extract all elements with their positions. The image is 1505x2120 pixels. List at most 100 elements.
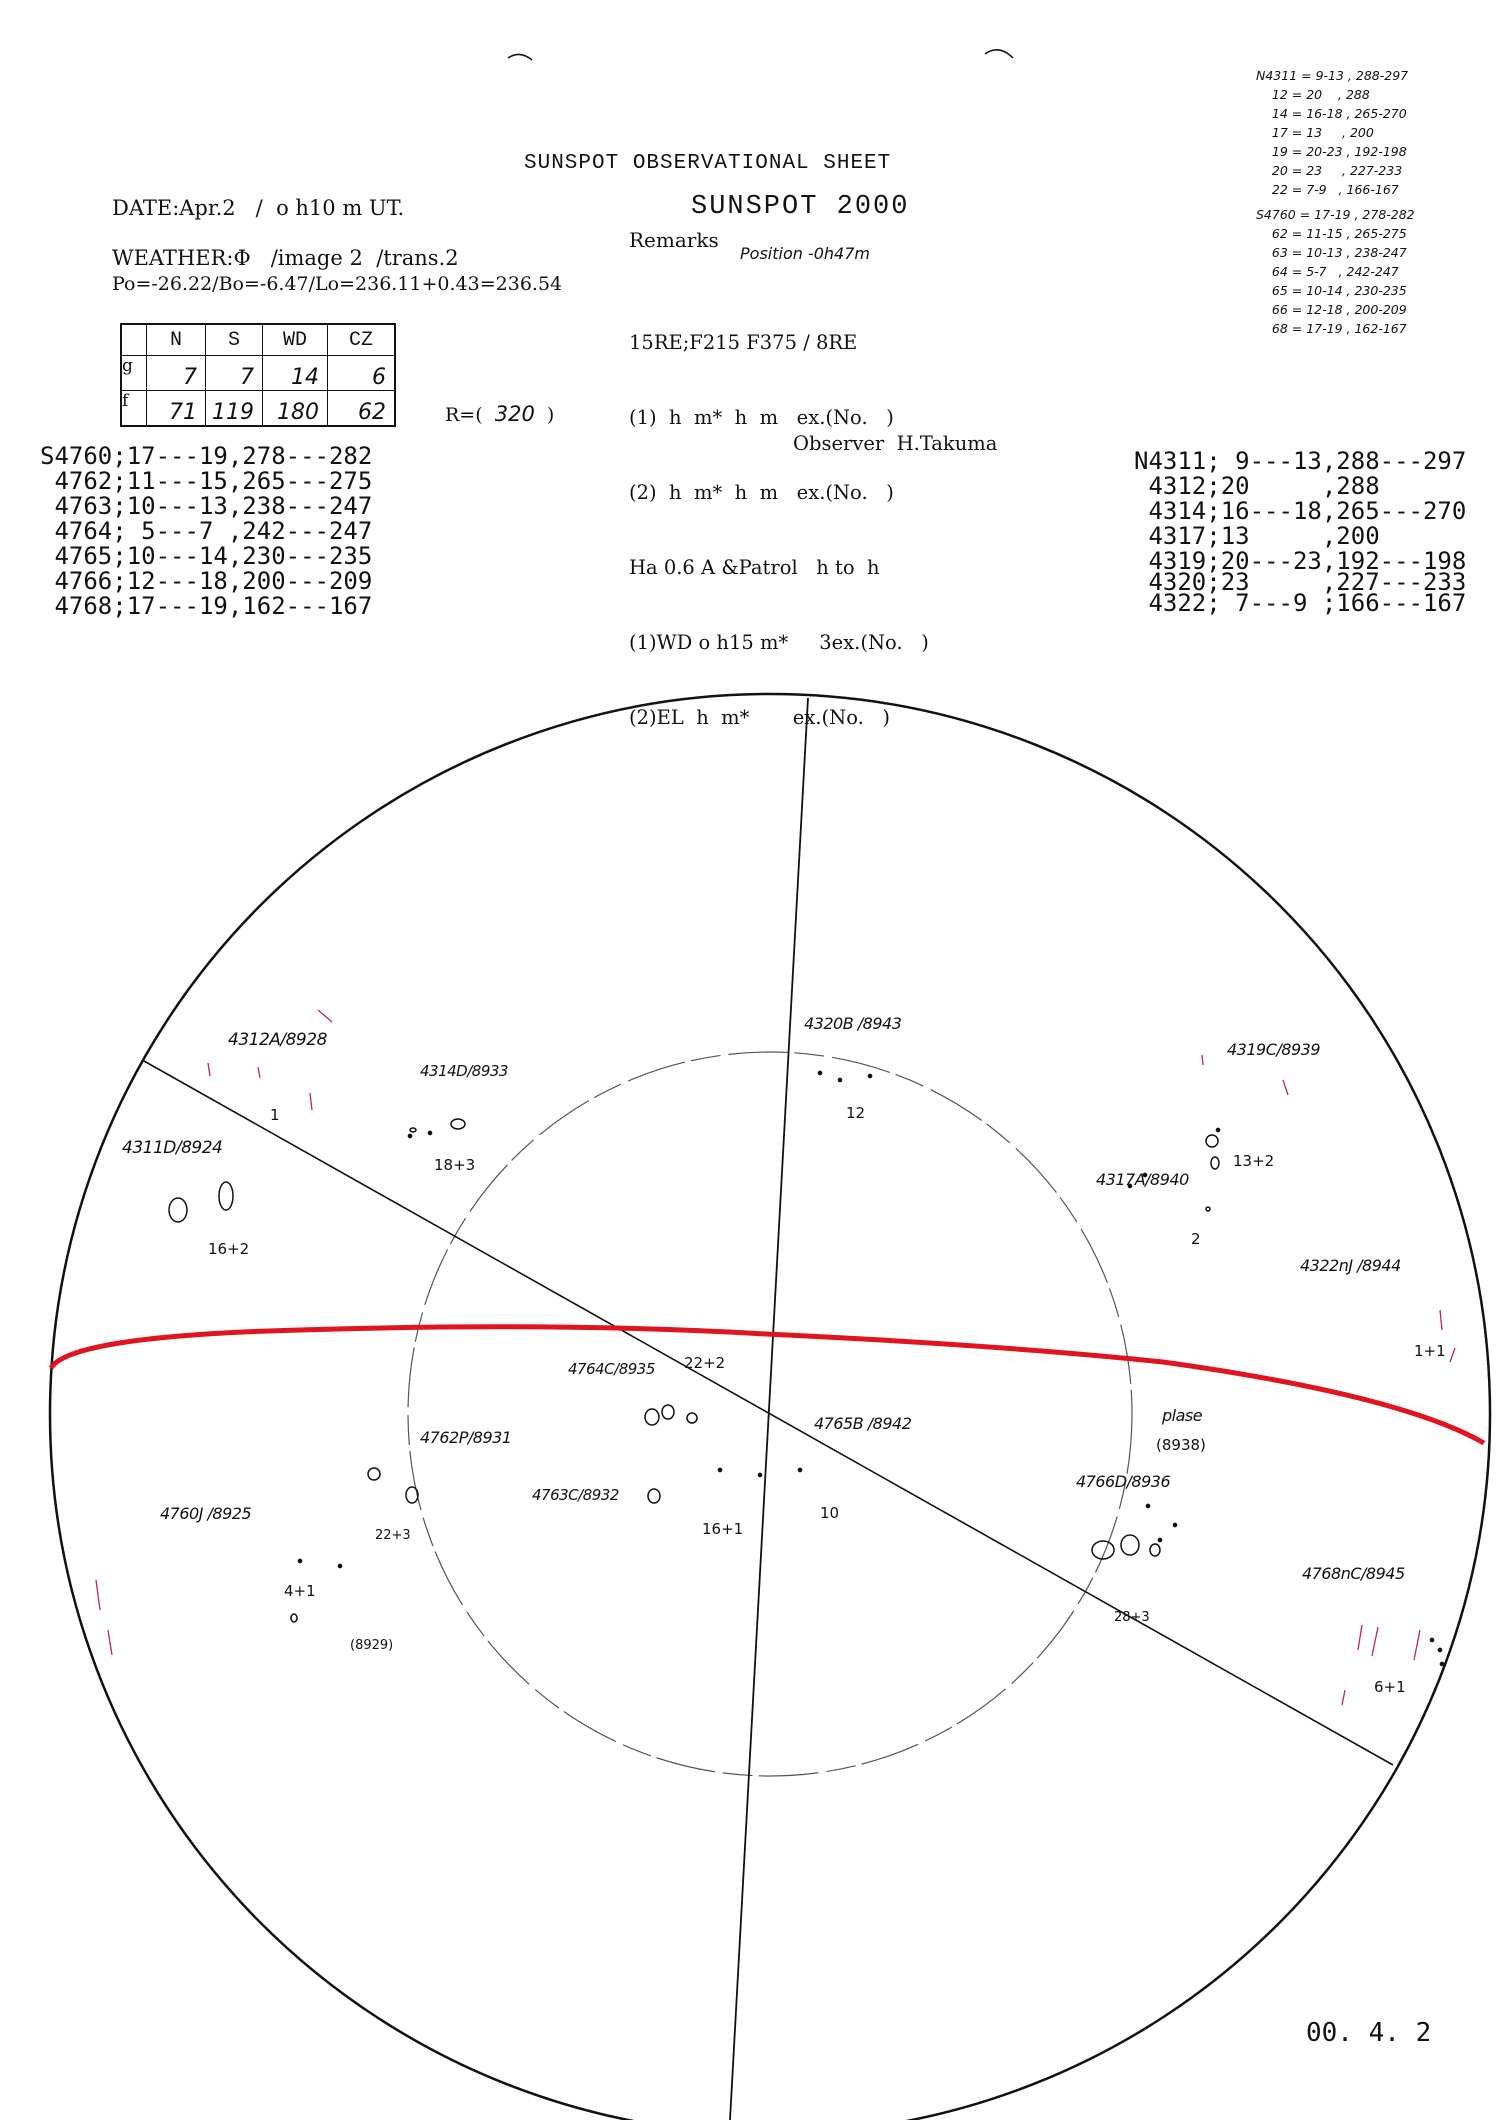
counts-table: N S WD CZ g 7 7 14 6 f 71 119 180 62 [120, 323, 396, 427]
list-item: S4760;17---19,278---282 [40, 442, 373, 470]
note-line: N4311 = 9-13 , 288-297 [1256, 68, 1409, 83]
sunspot-sketch [218, 1181, 234, 1211]
table-row: f 71 119 180 62 [120, 390, 396, 427]
date-line: DATE:Apr.2 / o h10 m UT. [112, 196, 405, 220]
facula-mark [1201, 1054, 1204, 1066]
facula-mark [1439, 1309, 1443, 1331]
diagonal-axis-line [143, 1060, 1394, 1766]
note-line: 63 = 10-13 , 238-247 [1256, 245, 1407, 260]
sunspot-sketch [405, 1486, 419, 1504]
sunspot-dot [1127, 1183, 1133, 1189]
note-line: 12 = 20 , 288 [1256, 87, 1370, 102]
cell: 62 [327, 390, 396, 427]
sunspot-dot [1142, 1172, 1148, 1178]
region-label-4766: 4766D/8936 [1076, 1472, 1171, 1491]
note-line: 68 = 17-19 , 162-167 [1256, 321, 1407, 336]
sunspot-sketch [450, 1118, 466, 1130]
sunspot-sketch [1205, 1206, 1211, 1212]
handwritten-notes: N4311 = 9-13 , 288-297 12 = 20 , 288 14 … [1256, 66, 1415, 338]
list-item: 4764; 5---7 ,242---247 [40, 517, 373, 545]
facula-mark [207, 1062, 211, 1077]
facula-mark [1282, 1079, 1289, 1096]
list-item: 4768;17---19,162---167 [40, 592, 373, 620]
list-item: 4312;20 ,288 [1134, 472, 1380, 500]
central-meridian-line [729, 697, 809, 2120]
remarks-line: (1) h m* h m ex.(No. ) [629, 406, 894, 429]
table-header-row: N S WD CZ [120, 323, 396, 356]
facula-mark [107, 1629, 113, 1656]
region-label-4311: 4311D/8924 [122, 1138, 223, 1158]
cell: 6 [327, 355, 396, 391]
sunspot-sketch [1149, 1543, 1161, 1557]
region-label-4768: 4768nC/8945 [1302, 1564, 1405, 1583]
region-label-4763: 4763C/8932 [532, 1486, 619, 1504]
solar-limb [48, 692, 1492, 2120]
remarks-line: (1)WD o h15 m* 3ex.(No. ) [629, 631, 929, 654]
inner-reference-circle [407, 1051, 1133, 1777]
sunspot-sketch [409, 1127, 417, 1133]
sunspot-sketch [1120, 1534, 1140, 1556]
sunspot-dot [757, 1472, 763, 1478]
plage-note: plase [1162, 1406, 1203, 1425]
region-label-4765: 4765B /8942 [814, 1414, 912, 1433]
list-item: 4314;16---18,265---270 [1134, 497, 1467, 525]
observer: Observer H.Takuma [793, 432, 998, 455]
sunspot-dot [797, 1467, 803, 1473]
facula-mark [309, 1092, 313, 1111]
list-item: 4317;13 ,200 [1134, 522, 1380, 550]
sunspot-sketch [686, 1412, 698, 1424]
cell: 7 [146, 355, 206, 391]
header-cell: N [146, 323, 206, 356]
cell: 14 [262, 355, 328, 391]
header-cell: S [205, 323, 263, 356]
plage-number: (8938) [1156, 1436, 1206, 1454]
region-label-4312: 4312A/8928 [228, 1030, 327, 1050]
sunspot-dot [1429, 1637, 1435, 1643]
region-label-4319: 4319C/8939 [1227, 1040, 1321, 1059]
note-line: 17 = 13 , 200 [1256, 125, 1374, 140]
sunspot-dot [1172, 1522, 1178, 1528]
sunspot-sketch [168, 1197, 188, 1223]
spot-count: 1+1 [1414, 1342, 1446, 1360]
facula-mark [317, 1009, 333, 1023]
sunspot-dot [427, 1130, 433, 1136]
list-item: N4311; 9---13,288---297 [1134, 447, 1467, 475]
header-cell: WD [262, 323, 328, 356]
orientation-line: Po=-26.22/Bo=-6.47/Lo=236.11+0.43=236.54 [112, 273, 563, 295]
remarks-line: (2)EL h m* ex.(No. ) [629, 706, 890, 729]
list-item: 4320;23 ,227---233 [1134, 568, 1467, 596]
note-line: 66 = 12-18 , 200-209 [1256, 302, 1407, 317]
note-line: 22 = 7-9 , 166-167 [1256, 182, 1399, 197]
sunspot-sketch [1091, 1540, 1115, 1560]
sunspot-sketch [661, 1404, 675, 1420]
facula-mark [257, 1066, 261, 1079]
note-line: 19 = 20-23 , 192-198 [1256, 144, 1407, 159]
spot-count: 18+3 [434, 1156, 476, 1174]
sheet-title: SUNSPOT OBSERVATIONAL SHEET [524, 152, 892, 175]
weather-line: WEATHER:Φ /image 2 /trans.2 [112, 246, 459, 270]
stamp-date: 00. 4. 2 [1306, 2018, 1432, 2048]
facula-mark [95, 1579, 101, 1611]
cell: 119 [205, 390, 263, 427]
remarks-label: Remarks [629, 228, 719, 252]
spot-count: 16+1 [702, 1520, 744, 1538]
spot-count: 22+2 [684, 1354, 726, 1372]
region-label-4322: 4322nJ /8944 [1300, 1256, 1401, 1275]
north-region-list: N4311; 9---13,288---297 4312;20 ,288 431… [1134, 449, 1466, 616]
cell: 71 [146, 390, 206, 427]
region-label-4764: 4764C/8935 [568, 1360, 655, 1378]
facula-mark [1341, 1689, 1346, 1706]
sunspot-dot [1437, 1647, 1443, 1653]
spot-count: 4+1 [284, 1582, 316, 1600]
sunspot-dot [1157, 1537, 1163, 1543]
list-item: 4322; 7---9 ;166---167 [1134, 589, 1467, 617]
sunspot-year-title: SUNSPOT 2000 [691, 192, 910, 222]
facula-mark [1449, 1347, 1456, 1363]
facula-mark [1413, 1629, 1421, 1661]
extra-region-number: (8929) [350, 1638, 394, 1653]
sunspot-dot [867, 1073, 873, 1079]
spot-count: 2 [1191, 1230, 1201, 1248]
remarks-line: (2) h m* h m ex.(No. ) [629, 481, 894, 504]
sunspot-sketch [1210, 1156, 1220, 1170]
